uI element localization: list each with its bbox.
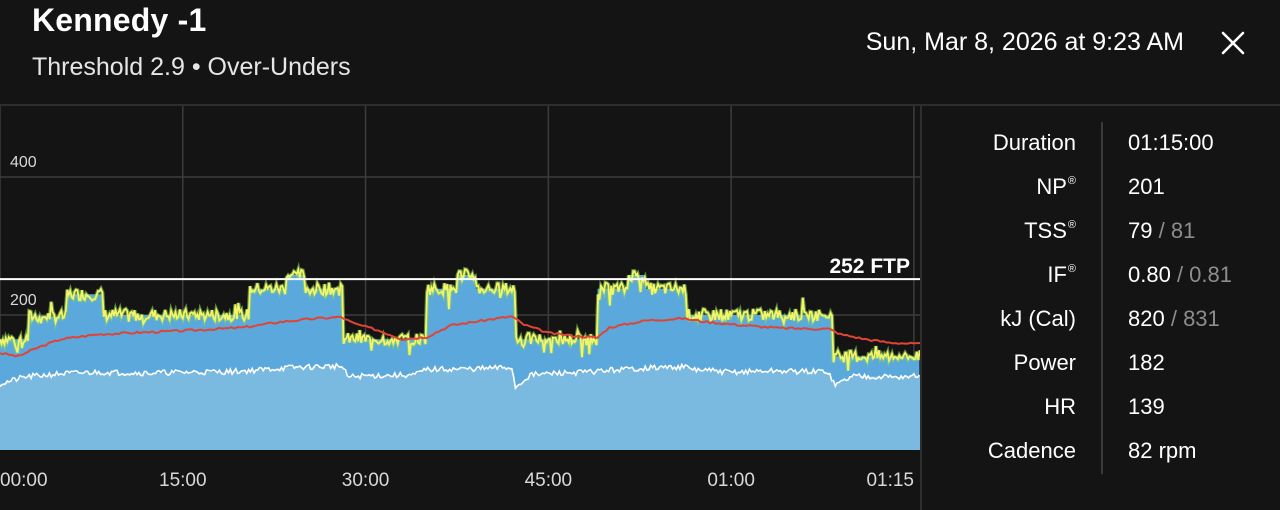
stat-label-kj: kJ (Cal) [916, 306, 1076, 332]
close-button[interactable] [1214, 24, 1252, 62]
stat-label-text: TSS [1024, 218, 1067, 243]
close-icon [1221, 31, 1245, 55]
stat-label-duration: Duration [916, 130, 1076, 156]
registered-mark: ® [1067, 175, 1076, 187]
stat-label-np: NP® [916, 174, 1076, 200]
stat-label-tss: TSS® [916, 218, 1076, 244]
stat-actual-value: 79 [1128, 218, 1153, 243]
ftp-label: 252 FTP [829, 255, 910, 278]
stat-value-kj: 820 / 831 [1128, 306, 1220, 332]
base-area [0, 366, 920, 450]
stat-label-power: Power [916, 350, 1076, 376]
power-line [0, 266, 920, 371]
stat-separator: / [1152, 218, 1171, 243]
stat-actual-value: 0.80 [1128, 262, 1171, 287]
y-tick-label: 400 [10, 154, 37, 171]
stat-label-text: NP [1036, 174, 1067, 199]
workout-chart: 252 FTP 400 200 00:00 15:00 30:00 45:00 01:00 01… [0, 106, 920, 510]
x-tick-label: 00:00 [0, 470, 48, 491]
stats-column-divider [1101, 122, 1103, 474]
cadence-line [0, 362, 920, 391]
x-tick-label: 01:15 [866, 470, 914, 491]
stat-actual-value: 82 rpm [1128, 438, 1197, 463]
header: Kennedy -1 Threshold 2.9 • Over-Unders S… [0, 0, 1280, 104]
stat-label-text: Duration [992, 130, 1076, 155]
stat-actual-value: 139 [1128, 394, 1165, 419]
workout-subtitle: Threshold 2.9 • Over-Unders [32, 53, 351, 81]
stat-separator: / [1170, 262, 1190, 287]
stat-value-np: 201 [1128, 174, 1165, 200]
stat-actual-value: 01:15:00 [1128, 130, 1214, 155]
x-tick-label: 45:00 [525, 470, 573, 491]
stat-actual-value: 820 [1128, 306, 1165, 331]
stat-value-duration: 01:15:00 [1128, 130, 1214, 156]
stats-panel: Duration 01:15:00 NP® 201 TSS® 79 / 81 IF® 0.80… [920, 106, 1280, 510]
stat-planned-value: 831 [1183, 306, 1220, 331]
workout-datetime: Sun, Mar 8, 2026 at 9:23 AM [865, 28, 1184, 56]
y-tick-label: 200 [10, 292, 37, 309]
stat-planned-value: 0.81 [1189, 262, 1232, 287]
stat-label-text: Cadence [987, 438, 1076, 463]
stat-label-if: IF® [916, 262, 1076, 288]
header-divider [0, 104, 1280, 106]
x-tick-label: 15:00 [159, 470, 207, 491]
stat-label-text: HR [1044, 394, 1076, 419]
stat-value-cadence: 82 rpm [1128, 438, 1196, 464]
stat-planned-value: 81 [1170, 218, 1196, 243]
registered-mark: ® [1067, 263, 1076, 275]
x-tick-label: 01:00 [707, 470, 755, 491]
stat-separator: / [1164, 306, 1184, 331]
registered-mark: ® [1067, 219, 1076, 231]
workout-title: Kennedy -1 [32, 2, 207, 38]
stat-label-cadence: Cadence [916, 438, 1076, 464]
stat-label-text: kJ (Cal) [1000, 306, 1076, 331]
stat-value-hr: 139 [1128, 394, 1165, 420]
stat-label-hr: HR [916, 394, 1076, 420]
stat-label-text: Power [1013, 350, 1076, 375]
stat-value-tss: 79 / 81 [1128, 218, 1195, 244]
x-axis-band [0, 450, 920, 510]
hr-line [0, 315, 920, 358]
stat-label-text: IF [1047, 262, 1067, 287]
stat-actual-value: 201 [1128, 174, 1165, 199]
stat-value-power: 182 [1128, 350, 1165, 376]
chart-svg: 252 FTP 400 200 00:00 15:00 30:00 45:00 01:00 01… [0, 106, 920, 510]
x-tick-label: 30:00 [342, 470, 390, 491]
stat-value-if: 0.80 / 0.81 [1128, 262, 1232, 288]
stat-actual-value: 182 [1128, 350, 1165, 375]
